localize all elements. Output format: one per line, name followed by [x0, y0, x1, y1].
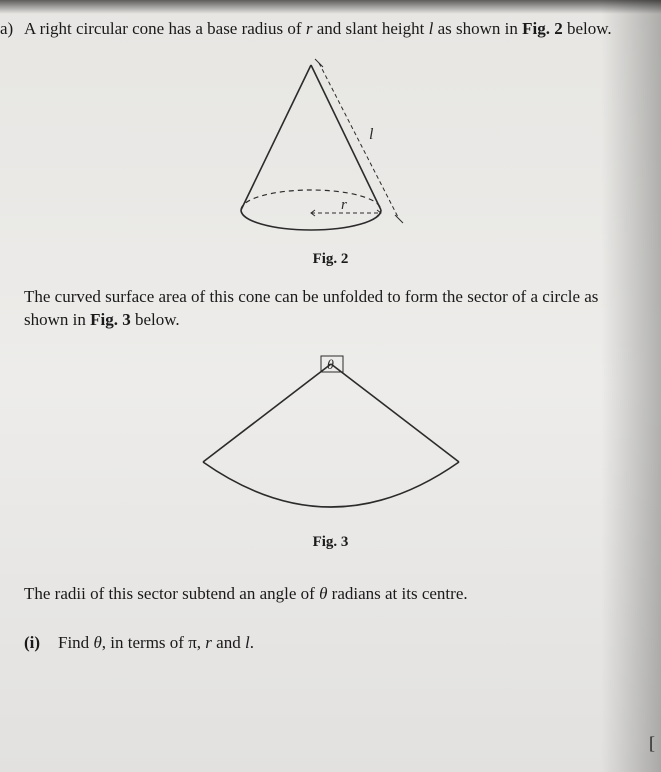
theta-label: θ [327, 358, 334, 373]
intro-text-3: as shown in [433, 19, 522, 38]
sub-i-post: . [250, 633, 254, 652]
label-r: r [341, 197, 347, 213]
para-radii: The radii of this sector subtend an angl… [0, 583, 661, 606]
intro-text-4: below. [563, 19, 612, 38]
part-label: a) [0, 18, 24, 41]
para-unfold: The curved surface area of this cone can… [0, 286, 661, 332]
page: a)A right circular cone has a base radiu… [0, 0, 661, 772]
para3-pre: The radii of this sector subtend an angl… [24, 584, 319, 603]
sub-i-pre: Find [58, 633, 93, 652]
question-intro: a)A right circular cone has a base radiu… [0, 18, 661, 41]
sub-i-theta: θ [93, 633, 101, 652]
para3-post: radians at its centre. [327, 584, 467, 603]
figure-3: θ Fig. 3 [0, 342, 661, 551]
subpart-marker: (i) [24, 632, 58, 655]
sub-i-r: r [205, 633, 212, 652]
intro-text-1: A right circular cone has a base radius … [24, 19, 306, 38]
fig2-caption: Fig. 2 [0, 251, 661, 268]
top-shadow [0, 0, 661, 14]
sub-i-mid: , in terms of π, [102, 633, 206, 652]
fig3-caption: Fig. 3 [0, 534, 661, 551]
para2-figref: Fig. 3 [90, 310, 131, 329]
cone-diagram: l r [201, 55, 461, 245]
intro-text-2: and slant height [312, 19, 428, 38]
sector-diagram: θ [171, 342, 491, 532]
intro-figref: Fig. 2 [522, 19, 563, 38]
figure-2: l r Fig. 2 [0, 55, 661, 268]
marks-bracket: [ [649, 733, 655, 754]
subpart-i: (i)Find θ, in terms of π, r and l. [0, 632, 661, 655]
label-l: l [369, 126, 374, 143]
sub-i-and: and [212, 633, 245, 652]
para2-post: below. [131, 310, 180, 329]
